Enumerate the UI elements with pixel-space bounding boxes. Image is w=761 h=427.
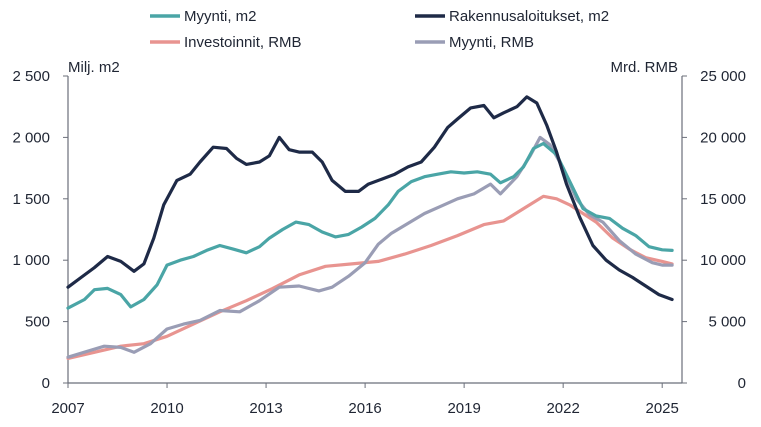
legend-label: Rakennusaloitukset, m2	[449, 8, 609, 25]
axes	[63, 75, 687, 388]
series-line-1	[66, 141, 674, 310]
x-tick-label: 2013	[249, 400, 282, 417]
left-tick-label: 500	[25, 314, 50, 331]
left-tick-label: 0	[42, 375, 50, 392]
left-tick-label: 1 500	[12, 191, 50, 208]
right-tick-label: 20 000	[700, 129, 746, 146]
x-tick-label: 2016	[348, 400, 381, 417]
right-tick-label: 0	[738, 375, 746, 392]
series-line-2	[66, 95, 674, 302]
series-lines	[66, 95, 674, 360]
left-axis-unit-label: Milj. m2	[68, 59, 120, 76]
left-tick-label: 2 000	[12, 129, 50, 146]
legend-label: Investoinnit, RMB	[184, 34, 302, 51]
right-tick-label: 5 000	[708, 314, 746, 331]
legend: Myynti, m2 Rakennusaloitukset, m2 Investoi…	[150, 8, 609, 51]
x-tick-label: 2010	[150, 400, 183, 417]
x-tick-label: 2019	[447, 400, 480, 417]
series-line-3	[66, 194, 674, 360]
right-tick-label: 25 000	[700, 68, 746, 85]
right-tick-label: 10 000	[700, 252, 746, 269]
left-tick-label: 2 500	[12, 68, 50, 85]
x-tick-label: 2022	[546, 400, 579, 417]
legend-label: Myynti, RMB	[449, 34, 534, 51]
right-tick-label: 15 000	[700, 191, 746, 208]
x-tick-label: 2025	[646, 400, 679, 417]
legend-label: Myynti, m2	[184, 8, 257, 25]
tick-labels: 0 500 1 000 1 500 2 000 2 500 0 5 000 10 000 15 0…	[12, 68, 746, 417]
series-line-4	[66, 135, 674, 359]
right-axis-unit-label: Mrd. RMB	[611, 59, 679, 76]
x-tick-label: 2007	[51, 400, 84, 417]
left-tick-label: 1 000	[12, 252, 50, 269]
